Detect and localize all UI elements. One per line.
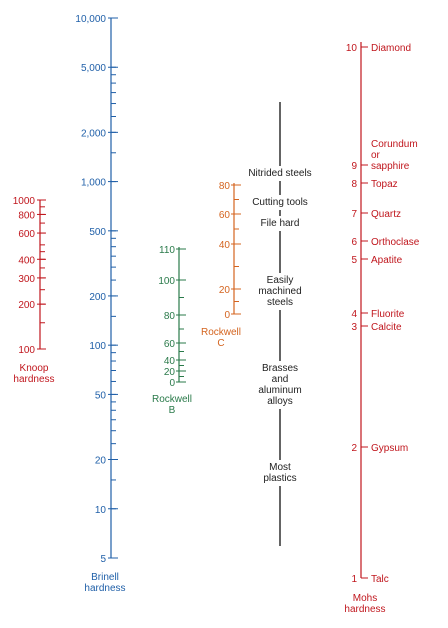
mineral-name-label: sapphire	[371, 161, 410, 172]
mohs-value-label: 8	[351, 179, 357, 190]
material-label: Most	[269, 462, 291, 473]
mohs-value-label: 6	[351, 237, 357, 248]
knoop-tick-label: 100	[18, 345, 35, 356]
brinell-tick-label: 2,000	[81, 128, 106, 139]
material-label: plastics	[263, 473, 296, 484]
knoop-tick-label: 800	[18, 210, 35, 221]
brinell-caption: Brinell	[91, 572, 119, 583]
material-label: steels	[267, 297, 293, 308]
brinell-tick-label: 20	[95, 456, 107, 467]
material-label: Cutting tools	[252, 197, 308, 208]
rockwell-b-tick-label: 20	[164, 367, 176, 378]
rockwell-b-tick-label: 0	[169, 378, 175, 389]
material-label: Easily	[267, 275, 294, 286]
rockwell-c-tick-label: 60	[219, 210, 231, 221]
material-label-background	[240, 195, 320, 210]
brinell-tick-label: 5,000	[81, 63, 106, 74]
rockwell-b-tick-label: 80	[164, 311, 176, 322]
mineral-name-label: Apatite	[371, 255, 403, 266]
brinell-caption: hardness	[84, 583, 125, 594]
rockwell-c-tick-label: 40	[219, 240, 231, 251]
mohs-value-label: 2	[351, 443, 357, 454]
rockwell-b-tick-label: 40	[164, 356, 176, 367]
brinell-tick-label: 10,000	[75, 14, 106, 25]
brinell-tick-label: 500	[89, 227, 106, 238]
material-label-background	[251, 216, 309, 231]
mineral-name-label: Corundum	[371, 139, 418, 150]
rockwell-b-tick-label: 100	[158, 276, 175, 287]
mineral-name-label: Talc	[371, 574, 389, 585]
knoop-tick-label: 300	[18, 274, 35, 285]
knoop-tick-label: 600	[18, 229, 35, 240]
brinell-tick-label: 200	[89, 292, 106, 303]
material-label: Brasses	[262, 363, 298, 374]
brinell-scale: 10,000 5,000 2,000 1,000 500 200 100 50 20 10 5 Bri…	[75, 14, 125, 594]
rockwell-b-caption: Rockwell	[152, 394, 192, 405]
material-label-background	[254, 460, 306, 486]
brinell-tick-label: 50	[95, 390, 107, 401]
rockwell-b-tick-label: 110	[159, 245, 175, 256]
knoop-tick-label: 1000	[13, 196, 36, 207]
knoop-caption: Knoop	[20, 363, 49, 374]
material-label-background	[254, 361, 306, 409]
rockwell-c-tick-label: 20	[219, 285, 231, 296]
rockwell-c-tick-label: 0	[224, 310, 230, 321]
knoop-tick-label: 200	[18, 300, 35, 311]
mineral-name-label: or	[371, 150, 381, 161]
mohs-value-label: 3	[351, 322, 357, 333]
knoop-caption: hardness	[13, 374, 54, 385]
mineral-name-label: Topaz	[371, 179, 398, 190]
material-label: and	[272, 374, 289, 385]
brinell-tick-label: 5	[100, 554, 106, 565]
material-label: alloys	[267, 396, 293, 407]
material-label: Nitrided steels	[248, 168, 311, 179]
rockwell-c-caption: Rockwell	[201, 327, 241, 338]
mineral-name-label: Quartz	[371, 209, 401, 220]
material-hardness-bar: Nitrided steels Cutting tools File hard Eas…	[235, 102, 325, 546]
material-label: aluminum	[258, 385, 301, 396]
knoop-tick-label: 400	[18, 255, 35, 266]
mineral-name-label: Calcite	[371, 322, 402, 333]
mohs-value-label: 1	[351, 574, 357, 585]
mineral-name-label: Fluorite	[371, 309, 405, 320]
brinell-tick-label: 100	[89, 341, 106, 352]
rockwell-b-caption: B	[169, 405, 176, 416]
mohs-value-label: 4	[351, 309, 357, 320]
brinell-tick-label: 1,000	[81, 178, 106, 189]
material-label-background	[235, 166, 325, 181]
mohs-caption: hardness	[344, 604, 385, 615]
brinell-tick-label: 10	[95, 505, 107, 516]
rockwell-c-caption: C	[217, 338, 224, 349]
mineral-name-label: Gypsum	[371, 443, 408, 454]
mohs-value-label: 9	[351, 161, 357, 172]
mineral-name-label: Orthoclase	[371, 237, 420, 248]
material-label: File hard	[261, 218, 300, 229]
mohs-value-label: 5	[351, 255, 357, 266]
mohs-caption: Mohs	[353, 593, 377, 604]
rockwell-b-tick-label: 60	[164, 339, 176, 350]
material-label: machined	[258, 286, 301, 297]
mohs-value-label: 10	[346, 43, 358, 54]
material-label-background	[254, 273, 306, 310]
rockwell-c-tick-label: 80	[219, 181, 231, 192]
mineral-name-label: Diamond	[371, 43, 411, 54]
mohs-value-label: 7	[351, 209, 357, 220]
